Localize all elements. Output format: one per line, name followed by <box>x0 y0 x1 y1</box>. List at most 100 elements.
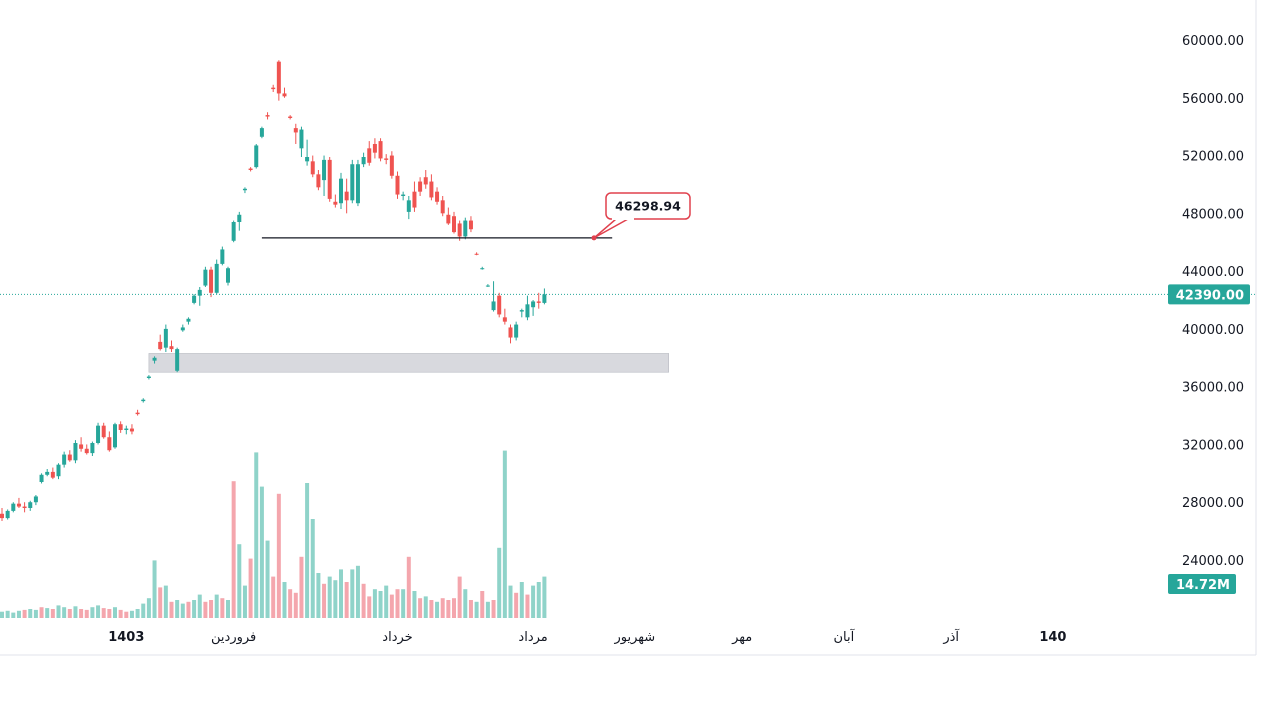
volume-bar <box>209 600 214 618</box>
candle-body <box>129 428 134 432</box>
time-tick-label: مرداد <box>518 630 547 645</box>
candle <box>242 187 247 194</box>
candle <box>101 422 106 439</box>
time-tick-label: آبان <box>833 628 855 645</box>
candle <box>305 139 310 166</box>
candle <box>254 144 259 169</box>
candle-body <box>169 346 174 350</box>
volume-bar <box>350 569 355 618</box>
candle <box>378 138 383 162</box>
candle <box>39 473 44 484</box>
candle-body <box>226 268 230 283</box>
volume-bar <box>158 587 163 618</box>
candle-body <box>5 510 10 519</box>
candle <box>514 321 519 341</box>
volume-bar <box>282 582 287 618</box>
candle <box>327 157 332 202</box>
candle <box>192 294 197 305</box>
volume-bar <box>22 609 27 618</box>
candle-body <box>84 448 89 454</box>
volume-bar <box>293 592 298 618</box>
volume-bar <box>310 519 315 618</box>
volume-bar <box>113 607 117 618</box>
volume-bar <box>163 585 168 618</box>
candle-body <box>107 437 112 451</box>
candle-body <box>305 157 310 162</box>
support-zone-rect[interactable] <box>148 353 669 373</box>
candle-body <box>186 318 191 322</box>
volume-bar <box>192 600 197 618</box>
volume-bar <box>28 609 33 618</box>
candle-body <box>90 443 95 454</box>
candle <box>220 246 225 266</box>
candle-body <box>418 181 423 192</box>
candle <box>50 467 55 480</box>
volume-bar <box>514 592 519 618</box>
volume-bar <box>406 556 411 618</box>
candle-body <box>62 454 67 465</box>
volume-bar <box>395 589 400 618</box>
candle <box>418 177 423 196</box>
time-axis[interactable]: آبان1403فروردینخردادمردادشهریورمهرآبانآذ… <box>0 628 1256 656</box>
candle <box>226 266 230 286</box>
volume-bar <box>429 600 434 618</box>
volume-bar <box>401 589 406 618</box>
candle <box>542 288 547 305</box>
candle-body <box>372 144 377 153</box>
candle <box>129 424 134 435</box>
volume-bar <box>485 601 490 618</box>
candle <box>508 324 513 344</box>
candle-body <box>429 181 434 198</box>
time-tick-label: خرداد <box>382 630 412 645</box>
volume-bar <box>491 600 496 618</box>
candle <box>322 155 327 196</box>
volume-bar <box>463 589 468 618</box>
candle <box>367 141 372 166</box>
candle-body <box>542 294 547 303</box>
candle-body <box>310 161 315 175</box>
candle <box>299 126 304 157</box>
candle <box>5 509 10 520</box>
candle <box>361 152 366 168</box>
volume-bar <box>276 493 281 618</box>
candle <box>406 196 411 220</box>
candle <box>293 123 298 144</box>
candle-body <box>339 178 343 204</box>
candle-body <box>67 454 72 461</box>
candle-body <box>56 464 61 477</box>
price-tick-label: 44000.00 <box>1182 265 1244 280</box>
candle <box>288 115 293 120</box>
horizontal-line-layer[interactable]: 46298.94 <box>261 192 691 241</box>
candle-body <box>265 115 270 117</box>
candle <box>355 159 360 207</box>
candle-body <box>367 148 372 163</box>
price-axis[interactable]: 60000.00 56000.00 52000.00 48000.00 44000.00… <box>1182 0 1257 655</box>
price-callout[interactable] <box>605 192 691 220</box>
candle <box>56 463 61 480</box>
candle-body <box>242 188 247 191</box>
candle-body <box>497 295 502 315</box>
candle-body <box>446 214 451 224</box>
volume-bar <box>322 583 327 618</box>
volume-bar <box>474 601 479 618</box>
candle-body <box>389 155 394 176</box>
candle <box>536 292 541 309</box>
volume-bar <box>124 611 129 618</box>
candle-body <box>231 222 236 241</box>
price-callout-label: 46298.94 <box>615 199 681 214</box>
volume-bar <box>384 585 389 618</box>
candle-body <box>282 93 287 97</box>
candle-body <box>406 200 411 212</box>
volume-bar <box>502 450 507 618</box>
volume-bar <box>333 580 338 618</box>
candle <box>372 138 377 159</box>
candle-body <box>401 194 406 196</box>
candle-body <box>355 164 360 204</box>
candle-body <box>440 200 445 214</box>
candle <box>412 181 417 212</box>
candle <box>389 151 394 179</box>
candle <box>446 207 451 225</box>
candle <box>214 259 219 295</box>
